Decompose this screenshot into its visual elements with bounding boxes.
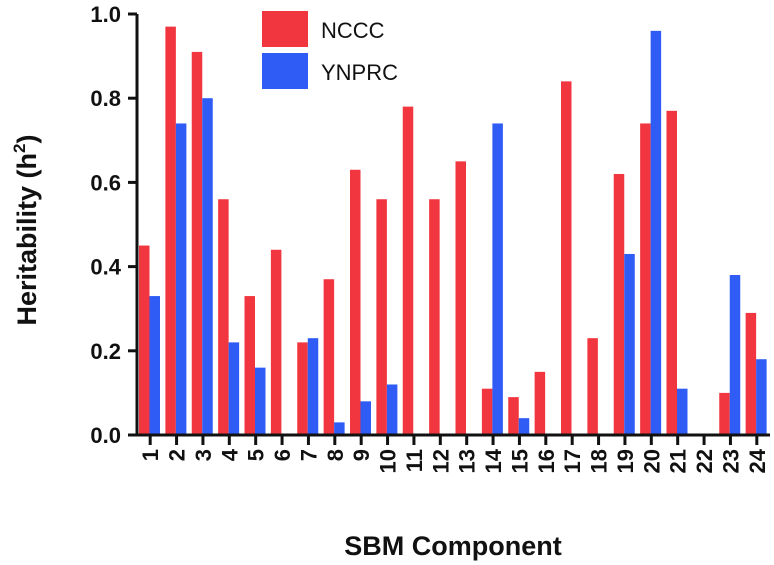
x-tick-label: 24: [745, 448, 770, 473]
bar-ynprc-10: [386, 384, 398, 435]
bar-ynprc-1: [149, 296, 160, 435]
bar-nccc-20: [640, 123, 651, 436]
bar-ynprc-19: [624, 253, 635, 435]
bar-nccc-6: [270, 249, 282, 435]
y-tick-label: 0.2: [90, 339, 121, 364]
x-tick-label: 4: [217, 448, 242, 461]
y-tick-label: 1.0: [90, 2, 121, 27]
bar-ynprc-8: [334, 422, 345, 435]
bar-nccc-3: [191, 51, 203, 435]
bar-nccc-15: [508, 397, 519, 435]
bar-ynprc-4: [228, 342, 240, 435]
bar-nccc-18: [587, 338, 598, 435]
bar-ynprc-3: [202, 98, 213, 435]
x-tick-label: 17: [560, 449, 585, 473]
bar-nccc-7: [297, 342, 308, 435]
bar-nccc-5: [244, 296, 255, 435]
y-axis-title-superscript: 2: [10, 144, 29, 153]
x-tick-label: 18: [587, 449, 612, 473]
bar-nccc-19: [613, 173, 625, 436]
x-tick-label: 7: [296, 449, 321, 461]
x-tick-label: 10: [376, 449, 401, 473]
bar-nccc-9: [350, 169, 361, 435]
bar-nccc-1: [139, 245, 150, 435]
bar-nccc-14: [481, 388, 493, 435]
x-tick-label: 23: [718, 449, 743, 473]
bar-nccc-21: [666, 110, 677, 435]
bar-ynprc-23: [729, 275, 741, 435]
bar-nccc-2: [165, 26, 176, 435]
bar-nccc-8: [323, 279, 335, 435]
x-tick-label: 16: [534, 449, 559, 473]
bar-nccc-12: [429, 199, 440, 435]
x-tick-label: 22: [692, 449, 717, 473]
bar-ynprc-21: [677, 388, 688, 435]
x-tick-label: 15: [507, 449, 532, 473]
bar-ynprc-5: [255, 367, 266, 435]
bar-nccc-4: [218, 199, 229, 435]
y-axis-title: Heritability (h2): [10, 135, 42, 326]
y-axis-title-end: ): [12, 135, 42, 144]
y-axis-ticks: 0.0 0.2 0.4 0.6 0.8 1.0: [90, 2, 137, 448]
bar-ynprc-7: [307, 338, 319, 435]
x-axis-title: SBM Component: [344, 531, 561, 561]
legend-swatch-nccc: [262, 11, 308, 47]
x-tick-label: 14: [481, 448, 506, 473]
bar-ynprc-9: [360, 401, 371, 435]
x-tick-label: 11: [402, 449, 427, 472]
y-tick-label: 0.4: [90, 255, 121, 280]
x-tick-label: 9: [349, 449, 374, 461]
x-tick-label: 5: [244, 449, 269, 461]
bar-ynprc-2: [175, 123, 187, 436]
y-axis-title-main: Heritability (h: [12, 153, 42, 326]
bar-nccc-17: [561, 81, 572, 436]
bars: [139, 26, 767, 436]
legend-label-nccc: NCCC: [321, 18, 385, 43]
x-axis-ticks: 1 2 3 4 5 6 7 8 9 10 11 12 13 14 15 16 17 18 19 20 21 22 23 24: [138, 435, 770, 473]
y-tick-label: 0.0: [90, 423, 121, 448]
bar-ynprc-20: [650, 30, 662, 436]
y-tick-label: 0.8: [90, 86, 121, 111]
legend-swatch-ynprc: [262, 53, 308, 89]
bar-nccc-23: [719, 392, 730, 435]
x-tick-label: 20: [639, 449, 664, 473]
x-tick-label: 6: [270, 449, 295, 461]
x-tick-label: 8: [323, 449, 348, 461]
legend-label-ynprc: YNPRC: [321, 60, 398, 85]
bar-nccc-24: [745, 312, 757, 435]
bar-ynprc-24: [756, 359, 767, 435]
y-tick-label: 0.6: [90, 170, 121, 195]
x-tick-label: 21: [666, 449, 691, 473]
x-tick-label: 1: [138, 449, 163, 461]
x-tick-label: 12: [428, 449, 453, 473]
x-tick-label: 2: [165, 449, 190, 461]
x-tick-label: 3: [191, 449, 216, 461]
bar-nccc-10: [376, 199, 387, 435]
bar-ynprc-15: [518, 418, 530, 435]
x-tick-label: 19: [613, 449, 638, 473]
legend: NCCC YNPRC: [262, 11, 398, 89]
x-tick-label: 13: [455, 449, 480, 473]
bar-ynprc-14: [492, 123, 503, 436]
bar-nccc-11: [402, 106, 414, 436]
bar-nccc-13: [455, 161, 466, 435]
bar-nccc-16: [534, 371, 546, 435]
